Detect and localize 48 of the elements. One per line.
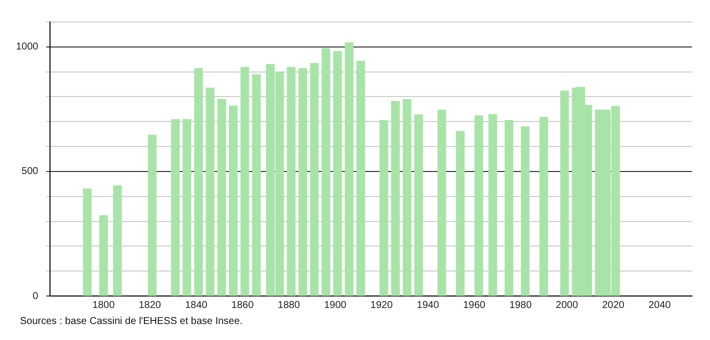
bar	[228, 106, 238, 296]
x-tick-label: 2000	[556, 300, 578, 311]
bar	[148, 134, 157, 296]
y-tick-label: 0	[32, 290, 39, 302]
bar	[298, 68, 308, 296]
source-note: Sources : base Cassini de l'EHESS et base Insee.	[20, 316, 244, 327]
x-tick-label: 1840	[185, 300, 208, 311]
x-tick-label: 1980	[509, 300, 532, 311]
bar	[240, 67, 250, 296]
x-tick-label: 1920	[370, 300, 394, 311]
y-tick-label: 500	[22, 166, 39, 178]
bar	[82, 188, 92, 296]
x-tick-label: 1940	[416, 300, 440, 311]
bar	[504, 120, 514, 296]
bar	[182, 119, 192, 296]
x-tick-label: 1820	[138, 300, 162, 311]
bar	[194, 68, 203, 296]
bar	[286, 67, 296, 296]
bar	[356, 60, 366, 296]
bar	[437, 110, 446, 296]
bar	[520, 126, 530, 296]
bar	[99, 215, 108, 296]
x-tick-label: 1800	[92, 300, 116, 311]
bar	[344, 42, 354, 296]
bar	[310, 63, 319, 296]
bar	[402, 99, 412, 296]
bar	[171, 119, 180, 296]
x-tick-label: 2020	[602, 300, 625, 311]
bar	[560, 90, 569, 296]
x-tick-label: 1900	[324, 300, 347, 311]
bar	[539, 116, 548, 296]
bar	[456, 131, 465, 296]
bar	[488, 114, 498, 296]
bar	[333, 51, 342, 296]
y-tick-label: 1000	[16, 42, 39, 53]
bar	[380, 120, 388, 296]
bar	[414, 114, 423, 296]
x-tick-label: 1860	[231, 300, 254, 311]
x-tick-label: 2040	[648, 300, 672, 311]
bar	[252, 74, 261, 296]
x-tick-label: 1880	[278, 300, 300, 311]
bar	[217, 98, 226, 296]
bar	[206, 88, 214, 296]
bar	[474, 115, 484, 296]
x-tick-label: 1960	[463, 300, 486, 311]
bar	[391, 100, 400, 296]
bar	[322, 48, 330, 296]
bar	[113, 185, 122, 296]
